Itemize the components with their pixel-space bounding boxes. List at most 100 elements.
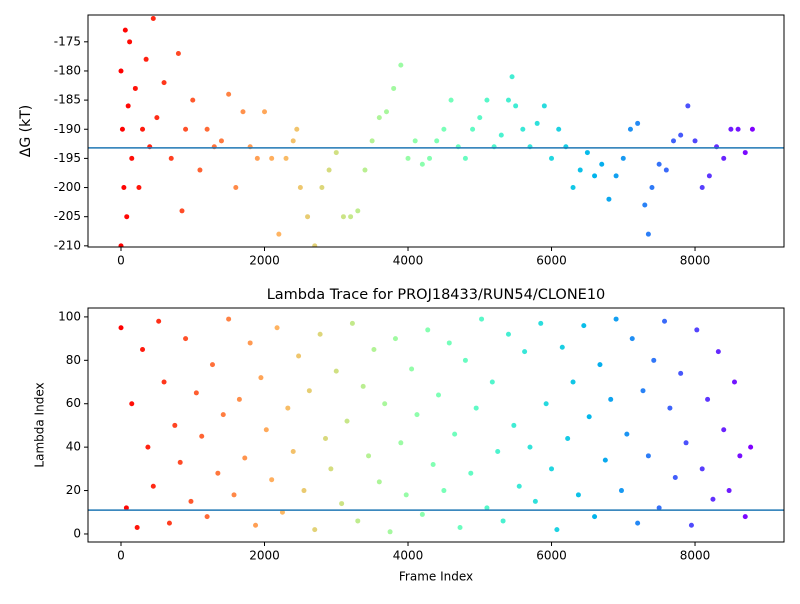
point [183, 336, 189, 342]
point [276, 231, 282, 237]
point [240, 109, 246, 115]
point [570, 185, 576, 191]
point [635, 520, 641, 526]
point [649, 185, 655, 191]
point [123, 505, 129, 511]
point [290, 138, 296, 144]
y-tick-label: -200 [54, 180, 81, 194]
point [339, 501, 345, 507]
point [543, 401, 549, 407]
y-tick-label: 40 [66, 440, 81, 454]
point [132, 85, 138, 91]
point [168, 155, 174, 161]
point [127, 39, 133, 45]
point [656, 161, 662, 167]
point [742, 150, 748, 156]
point [441, 488, 447, 494]
point [348, 214, 354, 220]
x-tick-label: 8000 [680, 254, 711, 268]
point [204, 126, 210, 132]
point [513, 103, 519, 109]
point [608, 396, 614, 402]
point [516, 483, 522, 489]
plot-area [118, 15, 755, 247]
point [323, 435, 329, 441]
point [283, 155, 289, 161]
point [296, 353, 302, 359]
point [371, 346, 377, 352]
point [672, 475, 678, 481]
point [500, 518, 506, 524]
point [231, 492, 237, 498]
point [409, 366, 415, 372]
point [333, 368, 339, 374]
point [498, 132, 504, 138]
point [197, 167, 203, 173]
point [446, 340, 452, 346]
y-tick-label: 100 [58, 309, 81, 323]
point [559, 344, 565, 350]
point [620, 155, 626, 161]
point [575, 492, 581, 498]
point [312, 527, 318, 533]
point [489, 379, 495, 385]
point [427, 155, 433, 161]
point [618, 488, 624, 494]
point [134, 524, 140, 530]
point [602, 457, 608, 463]
point [305, 214, 311, 220]
point [678, 132, 684, 138]
y-axis-label: ΔG (kT) [18, 105, 34, 157]
point [656, 505, 662, 511]
point [505, 97, 511, 103]
point [749, 126, 755, 132]
point [263, 427, 269, 433]
point [581, 323, 587, 329]
point [495, 448, 501, 454]
point [172, 422, 178, 428]
point [233, 185, 239, 191]
point [317, 331, 323, 337]
point [479, 316, 485, 322]
point [306, 388, 312, 394]
plot-area [118, 316, 754, 535]
x-tick-label: 6000 [536, 254, 567, 268]
point [452, 431, 458, 437]
axes-frame [87, 14, 785, 248]
point [592, 514, 598, 520]
point [177, 459, 183, 465]
point [118, 243, 124, 247]
point [319, 185, 325, 191]
point [586, 414, 592, 420]
point [136, 185, 142, 191]
point [312, 243, 318, 247]
point [226, 91, 232, 97]
point [297, 185, 303, 191]
point [150, 15, 156, 21]
point [685, 103, 691, 109]
point [710, 496, 716, 502]
point [140, 346, 146, 352]
point [269, 155, 275, 161]
point [737, 453, 743, 459]
x-tick-label: 2000 [249, 549, 280, 563]
point [663, 167, 669, 173]
axes-frame [87, 307, 785, 543]
point [597, 362, 603, 368]
point [640, 388, 646, 394]
point [549, 155, 555, 161]
point [140, 126, 146, 132]
point [599, 161, 605, 167]
point [549, 466, 555, 472]
point [156, 318, 162, 324]
point [584, 150, 590, 156]
point [328, 466, 334, 472]
point [735, 126, 741, 132]
point [683, 440, 689, 446]
point [294, 126, 300, 132]
point [247, 340, 253, 346]
point [254, 155, 260, 161]
y-tick-label: 0 [73, 526, 81, 540]
point [166, 520, 172, 526]
